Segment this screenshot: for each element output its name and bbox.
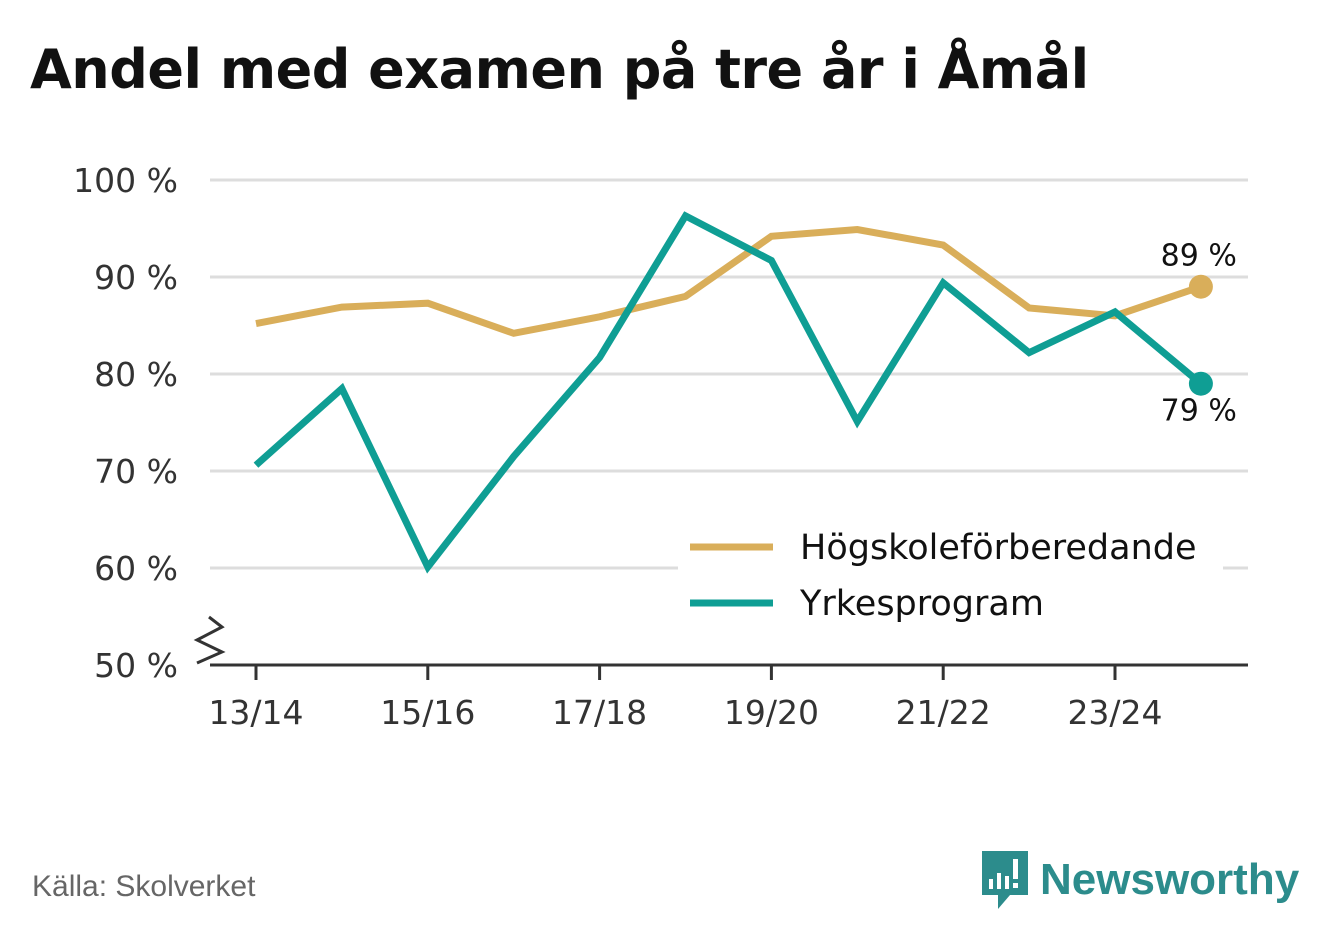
end-value-label: 89 %: [1161, 239, 1237, 274]
line-chart: 50 % 60 % 70 % 80 % 90 % 100 % 13/14 15/16 17/1…: [73, 161, 1248, 732]
series-line-2: [253, 211, 1204, 574]
axis-break-icon: [193, 615, 226, 665]
x-tick-label: 13/14: [208, 693, 303, 732]
brand-logo: Newsworthy: [980, 848, 1299, 912]
x-tick-label: 21/22: [896, 693, 991, 732]
x-tick-label: 15/16: [380, 693, 475, 732]
chart-title: Andel med examen på tre år i Åmål: [30, 38, 1089, 101]
source-note: Källa: Skolverket: [32, 870, 256, 903]
brand-name: Newsworthy: [1040, 855, 1300, 904]
x-tick-label: 23/24: [1067, 693, 1162, 732]
y-tick-label: 80 %: [94, 355, 178, 394]
x-tick-label: 19/20: [724, 693, 819, 732]
series-layer: 89 % 79 %: [253, 211, 1237, 574]
end-point-marker: [1188, 371, 1213, 396]
y-tick-label: 100 %: [73, 161, 178, 200]
end-point-marker: [1188, 274, 1213, 299]
legend-label: Yrkesprogram: [799, 584, 1044, 624]
x-axis: 13/14 15/16 17/18 19/20 21/22 23/24: [193, 615, 1248, 732]
y-tick-label: 70 %: [94, 452, 178, 491]
series-line-1: [255, 225, 1203, 337]
end-value-label: 79 %: [1161, 394, 1237, 429]
legend-background: [678, 518, 1223, 628]
x-tick-label: 17/18: [552, 693, 647, 732]
y-tick-label: 90 %: [94, 258, 178, 297]
legend-label: Högskoleförberedande: [800, 528, 1197, 568]
y-tick-label: 50 %: [94, 646, 178, 685]
newsworthy-icon: [982, 851, 1028, 909]
y-tick-label: 60 %: [94, 549, 178, 588]
legend: Högskoleförberedande Yrkesprogram: [678, 518, 1223, 628]
y-axis-labels: 50 % 60 % 70 % 80 % 90 % 100 %: [73, 161, 178, 685]
